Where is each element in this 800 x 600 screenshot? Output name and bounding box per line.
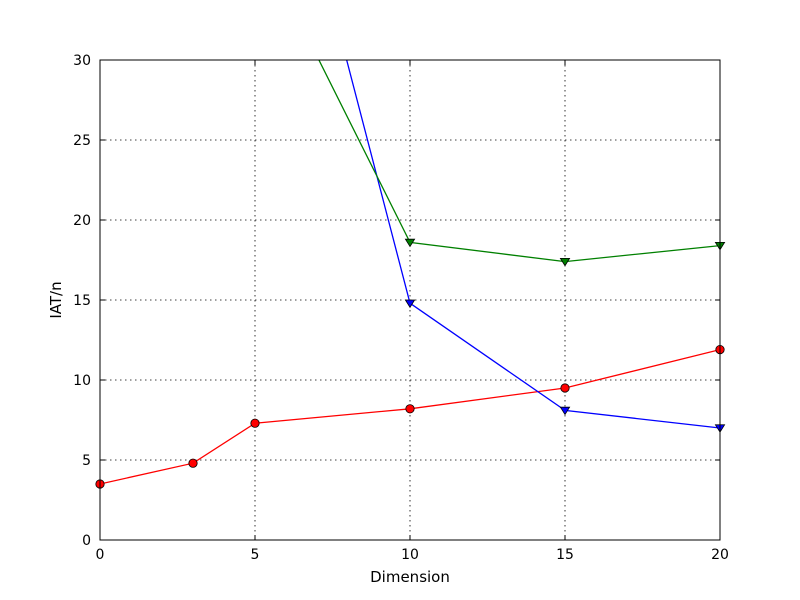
series-0-point — [560, 383, 570, 393]
series-0-point — [250, 418, 260, 428]
x-tick-label: 15 — [556, 547, 574, 563]
series-2-point — [404, 238, 416, 248]
y-tick-label: 30 — [73, 53, 91, 69]
y-tick-label: 20 — [73, 213, 91, 229]
series-layer — [100, 60, 720, 485]
y-tick-label: 15 — [73, 293, 91, 309]
series-0-point — [405, 404, 415, 414]
series-1-point — [559, 406, 571, 416]
x-tick-label: 10 — [401, 547, 419, 563]
y-tick-label: 10 — [73, 373, 91, 389]
marker-layer — [95, 238, 726, 489]
y-tick-label: 0 — [82, 533, 91, 549]
y-axis-label: IAT/n — [47, 281, 65, 318]
x-tick-label: 20 — [711, 547, 729, 563]
x-axis-label: Dimension — [370, 568, 450, 586]
ticks — [99, 59, 721, 541]
series-2-point — [559, 257, 571, 267]
y-tick-label: 25 — [73, 133, 91, 149]
series-0-point — [188, 458, 198, 468]
series-0-line — [100, 348, 720, 485]
x-tick-label: 0 — [96, 547, 105, 563]
series-1-line — [345, 60, 720, 429]
y-tick-label: 5 — [82, 453, 91, 469]
series-1-point — [404, 299, 416, 309]
tick-labels: 0 5 10 15 20 0 5 10 15 20 25 30 — [73, 53, 729, 563]
x-tick-label: 5 — [251, 547, 260, 563]
series-2-line — [318, 60, 720, 263]
